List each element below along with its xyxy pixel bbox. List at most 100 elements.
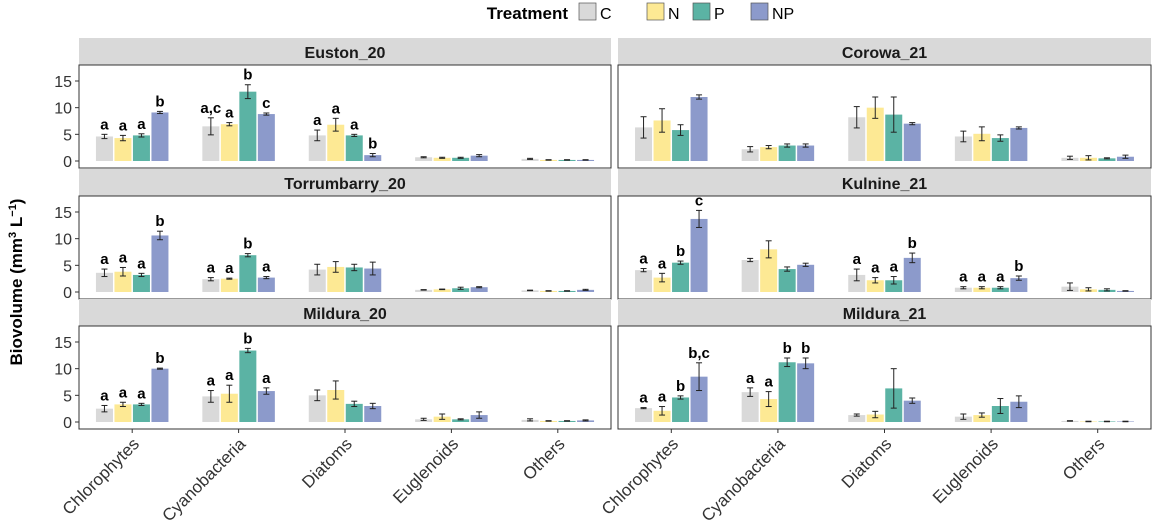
bar	[653, 410, 671, 422]
bar	[257, 277, 275, 292]
bar	[1010, 401, 1028, 422]
bar	[903, 257, 921, 292]
facet-strip	[79, 38, 611, 65]
bar	[364, 155, 382, 161]
significance-letter: b	[1014, 258, 1023, 275]
bar	[903, 123, 921, 161]
bar	[257, 114, 275, 161]
bar	[452, 419, 470, 422]
bar	[1116, 156, 1134, 161]
bar	[151, 235, 169, 292]
bar	[848, 415, 866, 422]
facet-strip	[79, 169, 611, 196]
significance-letter: a	[119, 117, 128, 134]
bar	[452, 157, 470, 161]
significance-letter: a	[100, 116, 109, 133]
bar	[364, 406, 382, 422]
significance-letter: a	[207, 260, 216, 277]
bar	[95, 408, 113, 422]
bar	[151, 368, 169, 422]
bar	[345, 135, 363, 161]
significance-letter: b	[676, 243, 685, 260]
bar	[151, 112, 169, 161]
bar	[672, 262, 690, 292]
bar	[220, 393, 238, 422]
bar	[778, 145, 796, 161]
legend-swatch-p	[692, 2, 711, 21]
significance-letter: b	[908, 235, 917, 252]
y-tick-label: 0	[63, 154, 72, 171]
bar	[954, 136, 972, 161]
bar	[202, 396, 220, 422]
significance-letter: a	[137, 385, 146, 402]
y-tick-label: 10	[54, 232, 72, 249]
significance-letter: a	[137, 116, 146, 133]
bar	[672, 130, 690, 161]
bar	[220, 124, 238, 161]
significance-letter: a	[137, 255, 146, 272]
significance-letter: a	[658, 255, 667, 272]
bar	[760, 249, 778, 292]
legend-label-np: NP	[772, 6, 794, 23]
bar	[327, 266, 345, 292]
facet-title: Corowa_21	[842, 45, 927, 62]
x-tick-label: Diatoms	[298, 434, 356, 492]
x-tick-label: Euglenoids	[929, 434, 1002, 507]
bar	[239, 255, 257, 292]
y-tick-label: 15	[54, 205, 72, 222]
bar	[797, 363, 815, 422]
bar	[433, 157, 451, 161]
significance-letter: a	[225, 260, 234, 277]
x-tick-label: Cyanobacteria	[698, 434, 789, 525]
bar	[327, 390, 345, 422]
legend-label-n: N	[668, 6, 680, 23]
bar	[690, 97, 708, 161]
significance-letter: a	[853, 251, 862, 268]
bar	[577, 289, 595, 292]
bar	[452, 288, 470, 292]
significance-letter: b	[243, 236, 252, 253]
significance-letter: b	[783, 340, 792, 357]
bar	[308, 135, 326, 161]
bar	[866, 107, 884, 161]
y-tick-label: 5	[63, 258, 72, 275]
bar	[345, 403, 363, 422]
y-axis-label-mid: L	[7, 217, 26, 232]
facet-panel: Corowa_21	[617, 38, 1152, 169]
bar	[470, 287, 488, 292]
significance-letter: b,c	[688, 345, 710, 362]
significance-letter: b	[243, 67, 252, 84]
bar	[114, 271, 132, 292]
bar	[132, 404, 150, 422]
significance-letter: b	[368, 136, 377, 153]
bar	[885, 280, 903, 292]
facet-title: Kulnine_21	[842, 176, 927, 193]
significance-letter: a	[119, 384, 128, 401]
bar	[308, 395, 326, 422]
significance-letter: a	[639, 390, 648, 407]
significance-letter: c	[695, 192, 703, 209]
significance-letter: a	[100, 387, 109, 404]
significance-letter: b	[155, 350, 164, 367]
bar	[797, 264, 815, 292]
x-tick-label: Chlorophytes	[59, 434, 143, 518]
bar	[760, 399, 778, 422]
bar	[991, 138, 1009, 161]
y-tick-label: 0	[63, 415, 72, 432]
significance-letter: a	[225, 105, 234, 122]
bar	[991, 287, 1009, 292]
legend-swatch-c	[578, 2, 597, 21]
bar	[903, 400, 921, 422]
y-axis-label: Biovolume (mm3 L−1)	[7, 199, 26, 366]
significance-letter: a	[225, 367, 234, 384]
significance-letter: b	[676, 378, 685, 395]
significance-letter: a	[313, 112, 322, 129]
bar	[866, 280, 884, 292]
x-tick-label: Chlorophytes	[598, 434, 682, 518]
bar	[848, 117, 866, 161]
bar	[239, 91, 257, 161]
bar	[690, 376, 708, 422]
bar	[690, 218, 708, 292]
x-tick-label: Others	[519, 434, 569, 484]
